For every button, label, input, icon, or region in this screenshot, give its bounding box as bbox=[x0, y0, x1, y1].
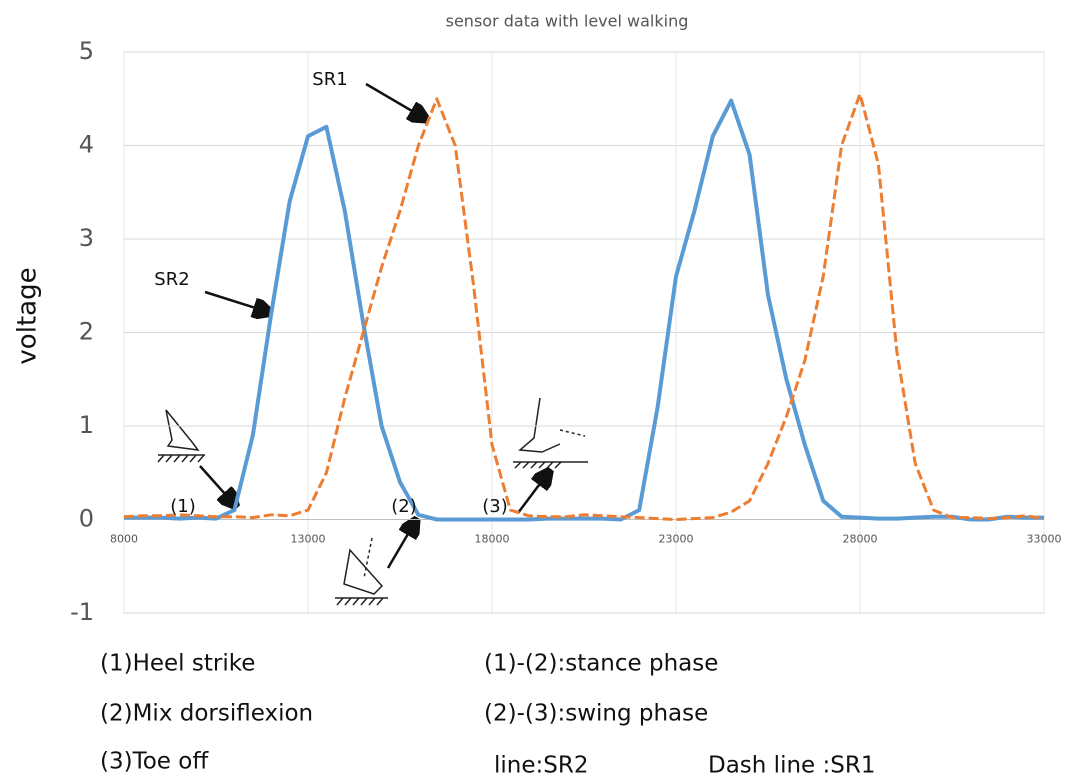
annotation: SR2 bbox=[154, 269, 189, 290]
x-tick-label: 23000 bbox=[659, 533, 694, 546]
note: (1)-(2):stance phase bbox=[484, 651, 718, 677]
x-tick-label: 13000 bbox=[291, 533, 326, 546]
note: line:SR2 bbox=[494, 753, 588, 776]
y-tick-label: 1 bbox=[79, 411, 94, 439]
icons bbox=[157, 397, 588, 606]
annotation: (1) bbox=[170, 496, 196, 517]
note: (2)Mix dorsiflexion bbox=[100, 701, 313, 727]
y-tick-label: 2 bbox=[79, 318, 94, 346]
note: (2)-(3):swing phase bbox=[484, 701, 708, 727]
note: (1)Heel strike bbox=[100, 651, 255, 677]
y-axis-label: voltage bbox=[13, 267, 43, 364]
x-tick-label: 28000 bbox=[843, 533, 878, 546]
series-line bbox=[123, 92, 1045, 521]
note: Dash line :SR1 bbox=[708, 753, 875, 776]
y-tick-label: 0 bbox=[79, 505, 94, 533]
series-line bbox=[124, 98, 1044, 522]
annotation: (3) bbox=[482, 496, 508, 517]
y-tick-label: 4 bbox=[79, 131, 94, 159]
y-tick-label: -1 bbox=[70, 598, 94, 626]
note: (3)Toe off bbox=[100, 749, 209, 775]
chart-title: sensor data with level walking bbox=[446, 12, 689, 31]
x-tick-label: 18000 bbox=[475, 533, 510, 546]
y-tick-label: 3 bbox=[79, 224, 94, 252]
x-tick-label: 33000 bbox=[1027, 533, 1062, 546]
x-tick-label: 8000 bbox=[110, 533, 138, 546]
annotation: (2) bbox=[391, 496, 417, 517]
arrows bbox=[199, 82, 548, 569]
y-tick-label: 5 bbox=[79, 37, 94, 65]
annotation: SR1 bbox=[312, 69, 347, 90]
